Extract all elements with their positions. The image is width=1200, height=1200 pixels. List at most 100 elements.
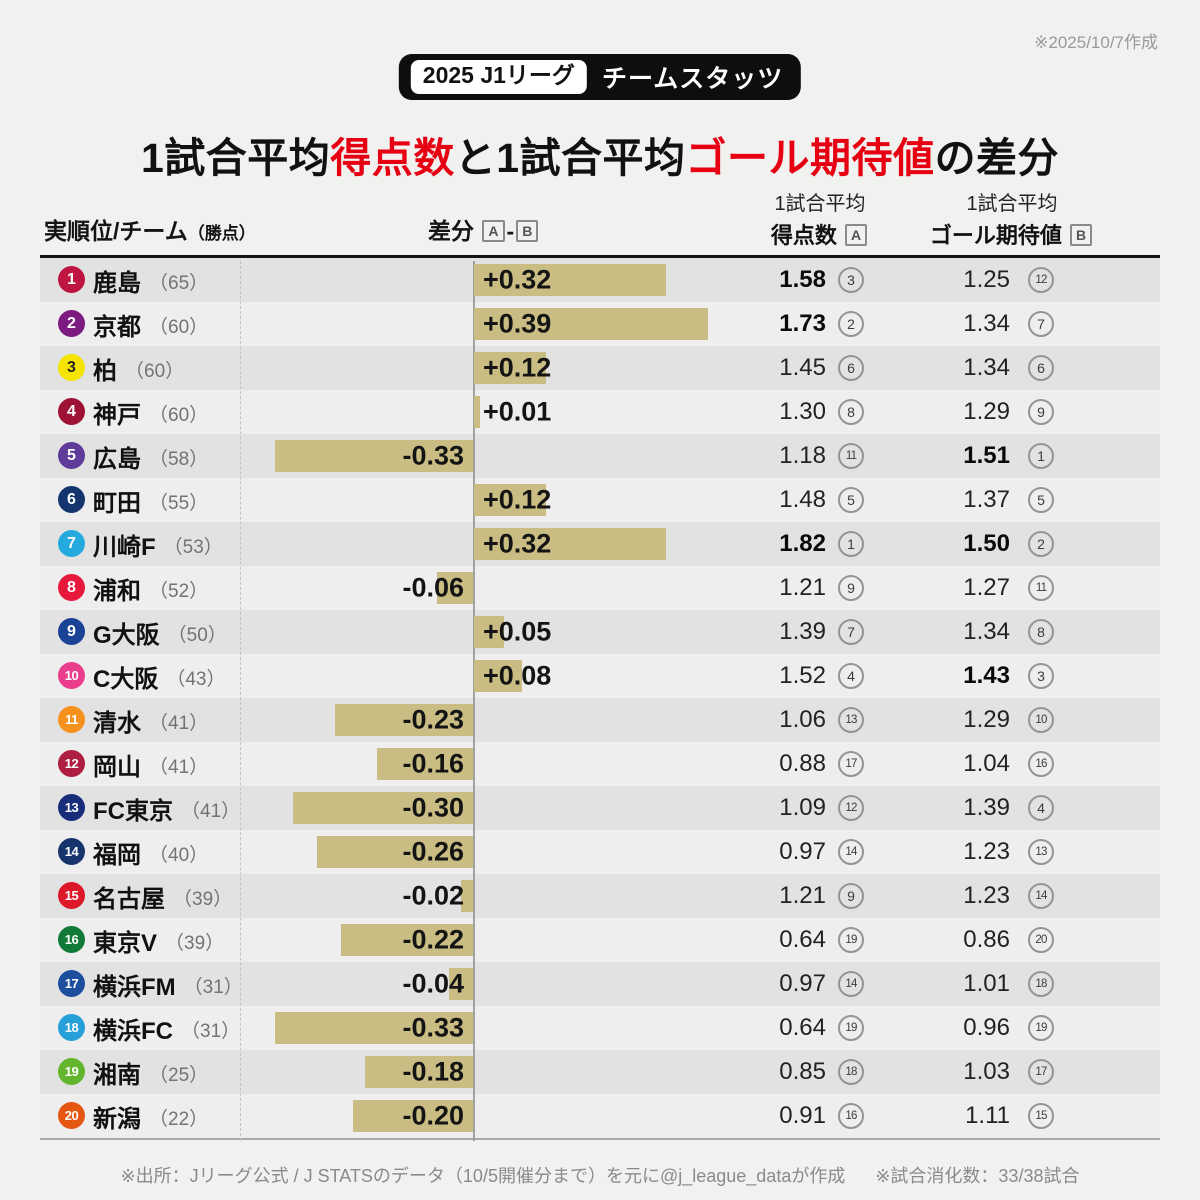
- source-note: ※出所：Jリーグ公式 / J STATSのデータ（10/5開催分まで）を元に@j…: [120, 1166, 846, 1186]
- rank-badge: 11: [58, 706, 85, 733]
- xg-rank-circle: 16: [1028, 751, 1054, 777]
- goals-rank-circle: 1: [838, 531, 864, 557]
- team-name: 柏: [93, 357, 117, 385]
- rank-badge: 3: [58, 354, 85, 381]
- xg-avg-value: 0.96: [963, 1014, 1010, 1041]
- xg-avg-value: 1.43: [963, 662, 1010, 689]
- goals-avg-value: 0.97: [779, 970, 826, 997]
- table-row: 3 柏 （60） +0.12 1.45 6 1.34 6: [40, 346, 1160, 390]
- team-name: 横浜FM: [93, 973, 176, 1001]
- diff-value: -0.06: [402, 572, 464, 603]
- xg-avg-value: 1.29: [963, 706, 1010, 733]
- team-name: 広島: [93, 445, 141, 473]
- xg-avg-value: 0.86: [963, 926, 1010, 953]
- goals-rank-circle: 6: [838, 355, 864, 381]
- team-name: 岡山: [93, 753, 141, 781]
- team-name: 町田: [93, 489, 141, 517]
- goals-rank-circle: 2: [838, 311, 864, 337]
- team-cell: 広島 （58）: [93, 434, 208, 478]
- page-title: 1試合平均得点数と1試合平均ゴール期待値の差分: [0, 124, 1200, 184]
- team-cell: 岡山 （41）: [93, 742, 208, 786]
- diff-bar: [317, 836, 473, 868]
- column-header-diff-label: 差分: [428, 218, 474, 244]
- goals-avg-value: 1.52: [779, 662, 826, 689]
- xg-avg-value: 1.37: [963, 486, 1010, 513]
- box-b-icon: B: [516, 220, 539, 242]
- title-accent-xg: ゴール期待値: [685, 135, 935, 181]
- xg-rank-circle: 9: [1028, 399, 1054, 425]
- goals-rank-circle: 14: [838, 839, 864, 865]
- rank-badge: 18: [58, 1014, 85, 1041]
- rank-badge: 8: [58, 574, 85, 601]
- team-points: （31）: [183, 976, 243, 998]
- team-name: C大阪: [93, 665, 159, 693]
- diff-value: -0.33: [402, 440, 464, 471]
- team-cell: 鹿島 （65）: [93, 258, 208, 302]
- goals-rank-circle: 18: [838, 1059, 864, 1085]
- goals-avg-value: 1.45: [779, 354, 826, 381]
- xg-header-line2: ゴール期待値 B: [907, 218, 1117, 250]
- xg-rank-circle: 13: [1028, 839, 1054, 865]
- team-cell: FC東京 （41）: [93, 786, 240, 830]
- rank-badge: 17: [58, 970, 85, 997]
- diff-value: +0.01: [483, 396, 552, 427]
- goals-avg-value: 1.18: [779, 442, 826, 469]
- diff-value: -0.23: [402, 704, 464, 735]
- goals-rank-circle: 17: [838, 751, 864, 777]
- team-points: （58）: [149, 448, 209, 470]
- diff-bar: [474, 396, 480, 428]
- rank-badge: 12: [58, 750, 85, 777]
- diff-bar: [335, 704, 473, 736]
- goals-avg-value: 0.97: [779, 838, 826, 865]
- xg-avg-value: 1.34: [963, 354, 1010, 381]
- goals-rank-circle: 19: [838, 1015, 864, 1041]
- box-a-icon: A: [482, 220, 505, 242]
- team-cell: 京都 （60）: [93, 302, 208, 346]
- team-name: 清水: [93, 709, 141, 737]
- team-cell: 名古屋 （39）: [93, 874, 232, 918]
- diff-bar: [474, 660, 522, 692]
- goals-rank-circle: 3: [838, 267, 864, 293]
- table-row: 15 名古屋 （39） -0.02 1.21 9 1.23 14: [40, 874, 1160, 918]
- xg-rank-circle: 17: [1028, 1059, 1054, 1085]
- team-name: 福岡: [93, 841, 141, 869]
- goals-header-line2: 得点数 A: [730, 218, 910, 250]
- xg-rank-circle: 15: [1028, 1103, 1054, 1129]
- diff-bar: [437, 572, 473, 604]
- xg-rank-circle: 1: [1028, 443, 1054, 469]
- column-header-team: 実順位/チーム（勝点）: [44, 212, 256, 246]
- table-row: 11 清水 （41） -0.23 1.06 13 1.29 10: [40, 698, 1160, 742]
- table-row: 13 FC東京 （41） -0.30 1.09 12 1.39 4: [40, 786, 1160, 830]
- games-played-note: ※試合消化数：33/38試合: [875, 1166, 1080, 1186]
- rank-badge: 6: [58, 486, 85, 513]
- team-name: 川崎F: [93, 533, 156, 561]
- diff-dash: -: [506, 218, 515, 244]
- goals-avg-value: 1.09: [779, 794, 826, 821]
- table-row: 1 鹿島 （65） +0.32 1.58 3 1.25 12: [40, 258, 1160, 302]
- table-row: 17 横浜FM （31） -0.04 0.97 14 1.01 18: [40, 962, 1160, 1006]
- team-points: （43）: [166, 668, 226, 690]
- xg-rank-circle: 2: [1028, 531, 1054, 557]
- table-row: 19 湘南 （25） -0.18 0.85 18 1.03 17: [40, 1050, 1160, 1094]
- diff-value: -0.22: [402, 924, 464, 955]
- goals-rank-circle: 19: [838, 927, 864, 953]
- diff-value: +0.12: [483, 352, 552, 383]
- goals-rank-circle: 5: [838, 487, 864, 513]
- box-a-icon: A: [845, 224, 868, 246]
- table-row: 18 横浜FC （31） -0.33 0.64 19 0.96 19: [40, 1006, 1160, 1050]
- goals-rank-circle: 8: [838, 399, 864, 425]
- team-name: 名古屋: [93, 885, 165, 913]
- table-row: 4 神戸 （60） +0.01 1.30 8 1.29 9: [40, 390, 1160, 434]
- xg-rank-circle: 4: [1028, 795, 1054, 821]
- xg-rank-circle: 11: [1028, 575, 1054, 601]
- team-name: 京都: [93, 313, 141, 341]
- xg-avg-value: 1.23: [963, 882, 1010, 909]
- team-name: 湘南: [93, 1061, 141, 1089]
- diff-value: -0.20: [402, 1100, 464, 1131]
- team-points: （31）: [181, 1020, 241, 1042]
- xg-rank-circle: 5: [1028, 487, 1054, 513]
- xg-rank-circle: 20: [1028, 927, 1054, 953]
- team-cell: 浦和 （52）: [93, 566, 208, 610]
- xg-rank-circle: 8: [1028, 619, 1054, 645]
- diff-bar: [461, 880, 473, 912]
